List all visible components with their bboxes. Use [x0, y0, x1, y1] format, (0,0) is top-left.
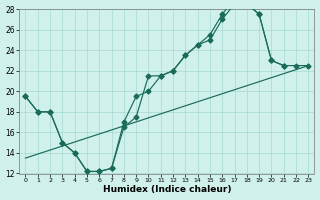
X-axis label: Humidex (Indice chaleur): Humidex (Indice chaleur): [103, 185, 231, 194]
